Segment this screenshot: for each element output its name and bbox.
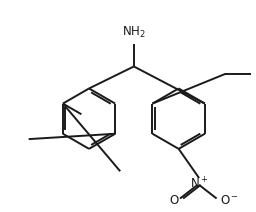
Text: N$^+$: N$^+$ [190, 176, 208, 192]
Text: O: O [169, 194, 178, 206]
Text: O$^-$: O$^-$ [220, 194, 239, 206]
Text: NH$_2$: NH$_2$ [122, 25, 146, 40]
